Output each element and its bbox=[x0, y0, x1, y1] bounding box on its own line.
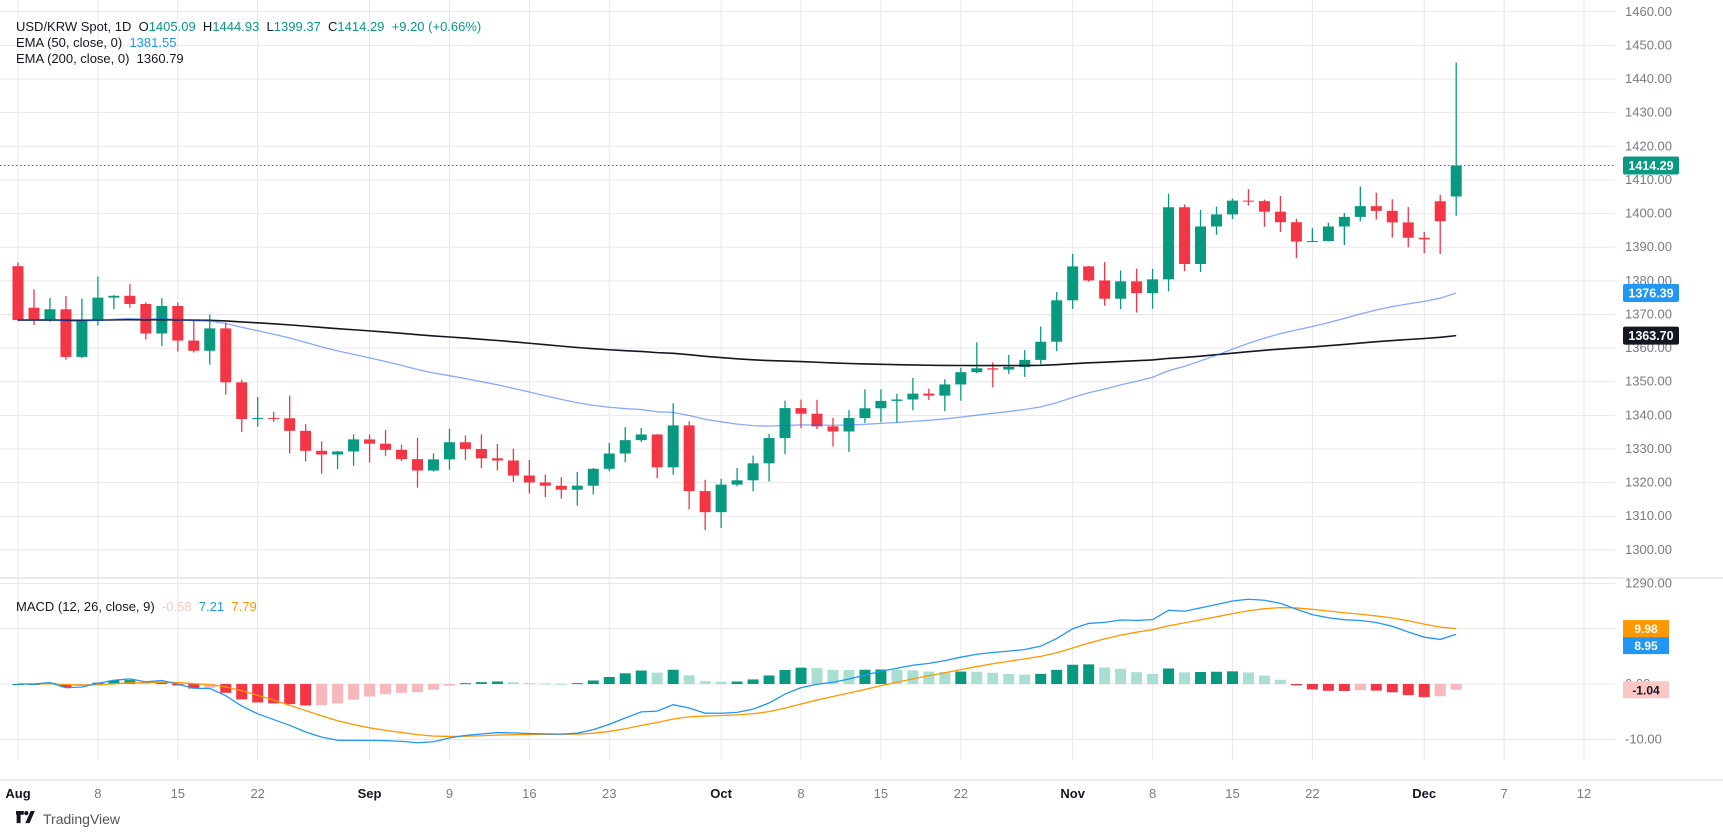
svg-text:-1.04: -1.04 bbox=[1632, 683, 1660, 697]
svg-text:1310.00: 1310.00 bbox=[1625, 508, 1672, 523]
svg-text:15: 15 bbox=[874, 786, 888, 801]
svg-text:Oct: Oct bbox=[710, 786, 732, 801]
svg-text:Dec: Dec bbox=[1412, 786, 1436, 801]
svg-text:1414.29: 1414.29 bbox=[1628, 159, 1673, 173]
svg-text:8: 8 bbox=[1149, 786, 1156, 801]
svg-text:22: 22 bbox=[954, 786, 968, 801]
svg-text:22: 22 bbox=[250, 786, 264, 801]
svg-text:Sep: Sep bbox=[358, 786, 382, 801]
svg-text:1363.70: 1363.70 bbox=[1628, 329, 1673, 343]
svg-text:8.95: 8.95 bbox=[1634, 639, 1658, 653]
svg-text:1460.00: 1460.00 bbox=[1625, 4, 1672, 19]
svg-text:16: 16 bbox=[522, 786, 536, 801]
svg-text:Aug: Aug bbox=[5, 786, 30, 801]
svg-text:1390.00: 1390.00 bbox=[1625, 239, 1672, 254]
svg-text:1300.00: 1300.00 bbox=[1625, 542, 1672, 557]
svg-text:9: 9 bbox=[446, 786, 453, 801]
svg-text:23: 23 bbox=[602, 786, 616, 801]
svg-text:1320.00: 1320.00 bbox=[1625, 475, 1672, 490]
svg-text:Nov: Nov bbox=[1060, 786, 1085, 801]
svg-text:1430.00: 1430.00 bbox=[1625, 105, 1672, 120]
svg-text:1376.39: 1376.39 bbox=[1628, 286, 1673, 300]
svg-text:1400.00: 1400.00 bbox=[1625, 206, 1672, 221]
svg-text:12: 12 bbox=[1577, 786, 1591, 801]
svg-text:15: 15 bbox=[171, 786, 185, 801]
svg-text:22: 22 bbox=[1305, 786, 1319, 801]
svg-text:15: 15 bbox=[1225, 786, 1239, 801]
svg-text:1340.00: 1340.00 bbox=[1625, 407, 1672, 422]
svg-text:8: 8 bbox=[94, 786, 101, 801]
svg-text:1350.00: 1350.00 bbox=[1625, 374, 1672, 389]
svg-text:1420.00: 1420.00 bbox=[1625, 138, 1672, 153]
svg-text:-10.00: -10.00 bbox=[1625, 732, 1662, 747]
svg-text:1450.00: 1450.00 bbox=[1625, 37, 1672, 52]
svg-text:9.98: 9.98 bbox=[1634, 622, 1658, 636]
svg-text:1440.00: 1440.00 bbox=[1625, 71, 1672, 86]
svg-text:1330.00: 1330.00 bbox=[1625, 441, 1672, 456]
svg-text:7: 7 bbox=[1501, 786, 1508, 801]
svg-text:1370.00: 1370.00 bbox=[1625, 306, 1672, 321]
svg-text:8: 8 bbox=[797, 786, 804, 801]
